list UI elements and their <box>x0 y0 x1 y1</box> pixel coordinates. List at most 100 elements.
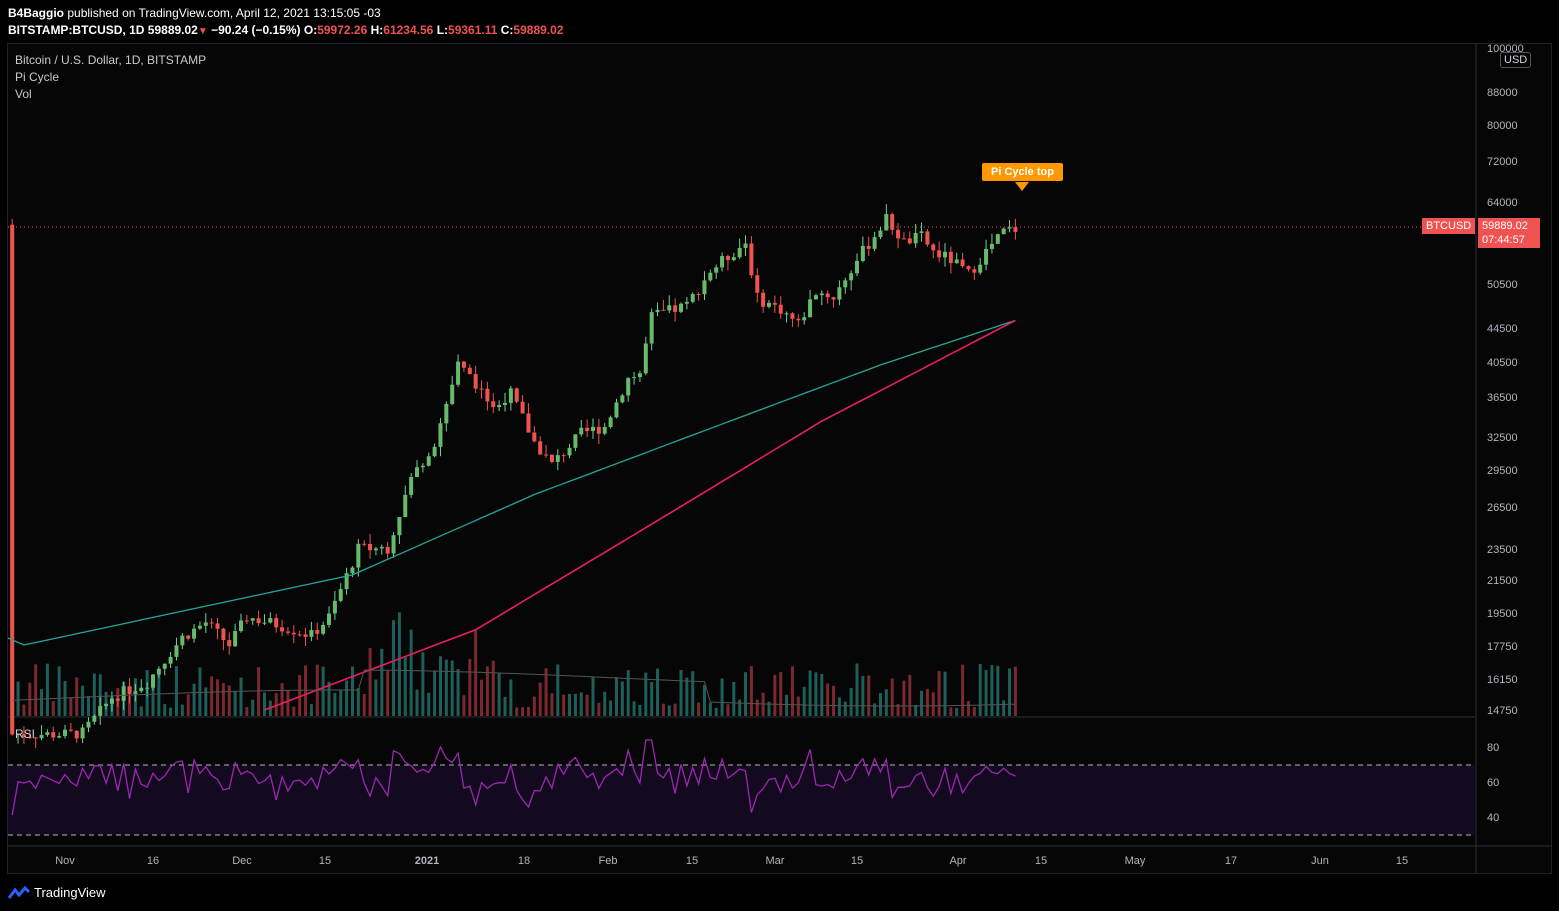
candle-body <box>268 618 273 623</box>
candle-body <box>139 687 144 692</box>
candles <box>10 204 1018 749</box>
volume-bar <box>890 678 894 716</box>
time-tick: 15 <box>686 855 698 867</box>
candle-body <box>907 238 912 244</box>
volume-bar <box>609 700 613 716</box>
symbol-legend-title[interactable]: Bitcoin / U.S. Dollar, 1D, BITSTAMP <box>15 53 207 67</box>
volume-bar <box>656 668 660 716</box>
rsi-line <box>11 739 1016 816</box>
candle-body <box>415 467 419 477</box>
volume-bar <box>996 665 1000 716</box>
volume-bar <box>438 656 442 716</box>
candle-body <box>280 627 285 632</box>
ma-short-line <box>264 319 1016 711</box>
candle-body <box>555 455 560 462</box>
pi-cycle-legend[interactable]: Pi Cycle <box>15 70 60 84</box>
price-tick: 36500 <box>1487 392 1518 404</box>
time-axis-ticks[interactable]: Nov 16 Dec 15 2021 18 Feb 15 Mar 15 Apr 15 May 17 Jun 1… <box>55 855 1408 867</box>
candle-body <box>937 250 942 258</box>
candle-body <box>274 618 279 628</box>
volume-bar <box>497 672 501 716</box>
candle-body <box>227 640 232 647</box>
volume-bar <box>796 696 800 716</box>
volume-bar <box>920 690 924 716</box>
volume-bar <box>350 666 354 716</box>
price-scale-ticks[interactable]: 1000008800080000720006400050500445004050… <box>1487 43 1524 717</box>
candle-body <box>890 214 895 230</box>
candle-body <box>696 294 701 296</box>
volume-bar <box>744 672 748 716</box>
volume-bar <box>421 652 425 716</box>
volume-bar <box>732 681 736 716</box>
candle-body <box>456 361 461 385</box>
volume-bar <box>92 673 96 716</box>
candle-body <box>33 737 38 739</box>
volume-bar <box>327 681 331 716</box>
candle-body <box>784 313 789 315</box>
time-tick: May <box>1125 855 1146 867</box>
volume-bar <box>585 694 589 716</box>
volume-bar <box>210 676 214 716</box>
candle-body <box>954 259 959 264</box>
currency-badge[interactable]: USD <box>1500 52 1532 68</box>
volume-bar <box>40 689 44 716</box>
candle-body <box>767 302 771 307</box>
candle-body <box>121 686 126 701</box>
candle-body <box>831 297 836 300</box>
candle-body <box>978 264 983 273</box>
publisher-name[interactable]: B4Baggio <box>8 6 65 20</box>
candle-body <box>180 635 185 646</box>
time-tick: Nov <box>55 855 75 867</box>
time-tick: 18 <box>518 855 530 867</box>
ma-long-line <box>7 319 1016 646</box>
volume-bar <box>620 681 624 716</box>
candle-body <box>573 434 578 448</box>
rsi-legend[interactable]: RSI <box>15 727 36 741</box>
candle-body <box>591 426 595 432</box>
volume-bar <box>16 681 20 716</box>
volume-bar <box>603 691 607 716</box>
candle-body <box>526 413 531 433</box>
price-tick: 16150 <box>1487 674 1518 686</box>
volume-bar <box>227 685 231 716</box>
candle-body <box>731 257 736 261</box>
volume-bar <box>462 695 466 716</box>
volume-bar <box>843 701 847 716</box>
volume-bar <box>403 657 407 716</box>
price-tick: 80000 <box>1487 120 1518 132</box>
volume-bar <box>532 696 536 716</box>
candle-body <box>86 721 91 728</box>
candle-body <box>761 292 766 307</box>
volume-legend[interactable]: Vol <box>15 87 32 101</box>
rsi-tick: 60 <box>1487 777 1499 789</box>
volume-bar <box>239 677 243 716</box>
candle-body <box>995 234 1000 244</box>
chart-frame[interactable] <box>7 43 1552 874</box>
candle-body <box>913 232 918 244</box>
volume-bar <box>779 672 783 716</box>
candle-body <box>637 373 642 378</box>
candle-body <box>145 687 150 689</box>
candle-body <box>843 280 848 288</box>
rsi-scale-ticks[interactable]: 80 60 40 <box>1487 742 1499 824</box>
candle-body <box>92 715 97 722</box>
volume-bar <box>233 691 237 716</box>
volume-bar <box>1013 666 1017 716</box>
volume-bar <box>597 702 601 716</box>
candle-body <box>620 395 625 403</box>
volume-bar <box>397 612 401 716</box>
volume-bar <box>691 671 695 716</box>
candle-body <box>244 620 249 622</box>
candle-body <box>356 543 361 568</box>
volume-bar <box>538 682 542 716</box>
tradingview-logo[interactable]: TradingView <box>8 885 106 900</box>
volume-bar <box>509 679 513 716</box>
candle-body <box>849 273 854 281</box>
time-tick: Feb <box>599 855 618 867</box>
candle-body <box>520 401 525 414</box>
candle-body <box>39 734 44 739</box>
volume-bar <box>515 707 519 716</box>
candle-body <box>532 432 537 442</box>
last-price-value: 59889.02 <box>1482 220 1528 232</box>
